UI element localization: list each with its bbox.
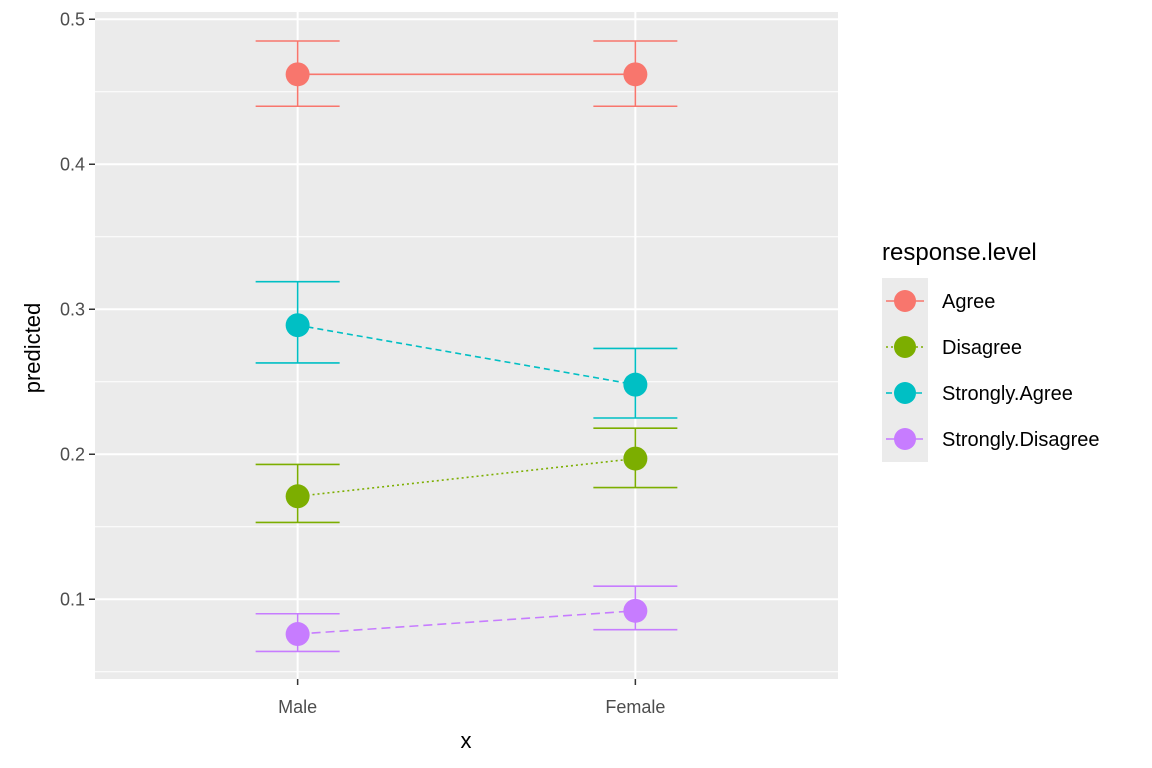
x-axis: Male Female [278,679,665,717]
data-point [623,62,648,87]
y-tick-label: 0.2 [60,444,85,464]
major-gridlines [95,12,838,679]
series-line [297,324,636,386]
legend-label: Strongly.Disagree [942,429,1099,451]
x-axis-title: x [461,728,472,753]
data-point [623,598,648,623]
legend-key-point [894,382,916,404]
y-axis: 0.1 0.2 0.3 0.4 0.5 [60,9,95,609]
y-tick-label: 0.4 [60,154,85,174]
y-tick-label: 0.1 [60,589,85,609]
y-tick-label: 0.5 [60,9,85,29]
legend-item: Agree [882,278,995,324]
data-point [285,313,310,338]
series-strongly-disagree [255,585,678,653]
x-tick-label: Female [605,697,665,717]
legend-label: Disagree [942,337,1022,359]
series-agree [255,40,678,108]
series-layer [255,40,678,653]
series-disagree [255,427,678,524]
data-point [285,62,310,87]
legend-label: Strongly.Agree [942,383,1073,405]
minor-gridlines [95,91,838,673]
legend-label: Agree [942,291,995,313]
legend-item: Disagree [882,324,1022,370]
legend-item: Strongly.Agree [882,370,1073,416]
legend-title: response.level [882,239,1037,266]
data-point [623,446,648,471]
y-tick-label: 0.3 [60,299,85,319]
plot-panel [95,12,838,679]
legend-items: Agree Disagree Strongly.Agree Strongly.Disa… [882,278,1099,462]
data-point [285,622,310,647]
x-tick-label: Male [278,697,317,717]
data-point [285,484,310,509]
y-axis-title: predicted [20,303,45,394]
series-strongly-agree [255,280,678,419]
series-line [297,610,636,635]
legend-item: Strongly.Disagree [882,416,1099,462]
series-line [297,457,636,498]
legend: response.level Agree Disagree Strongly.Agr… [882,239,1099,462]
data-point [623,372,648,397]
legend-key-point [894,428,916,450]
legend-key-point [894,290,916,312]
legend-key-point [894,336,916,358]
